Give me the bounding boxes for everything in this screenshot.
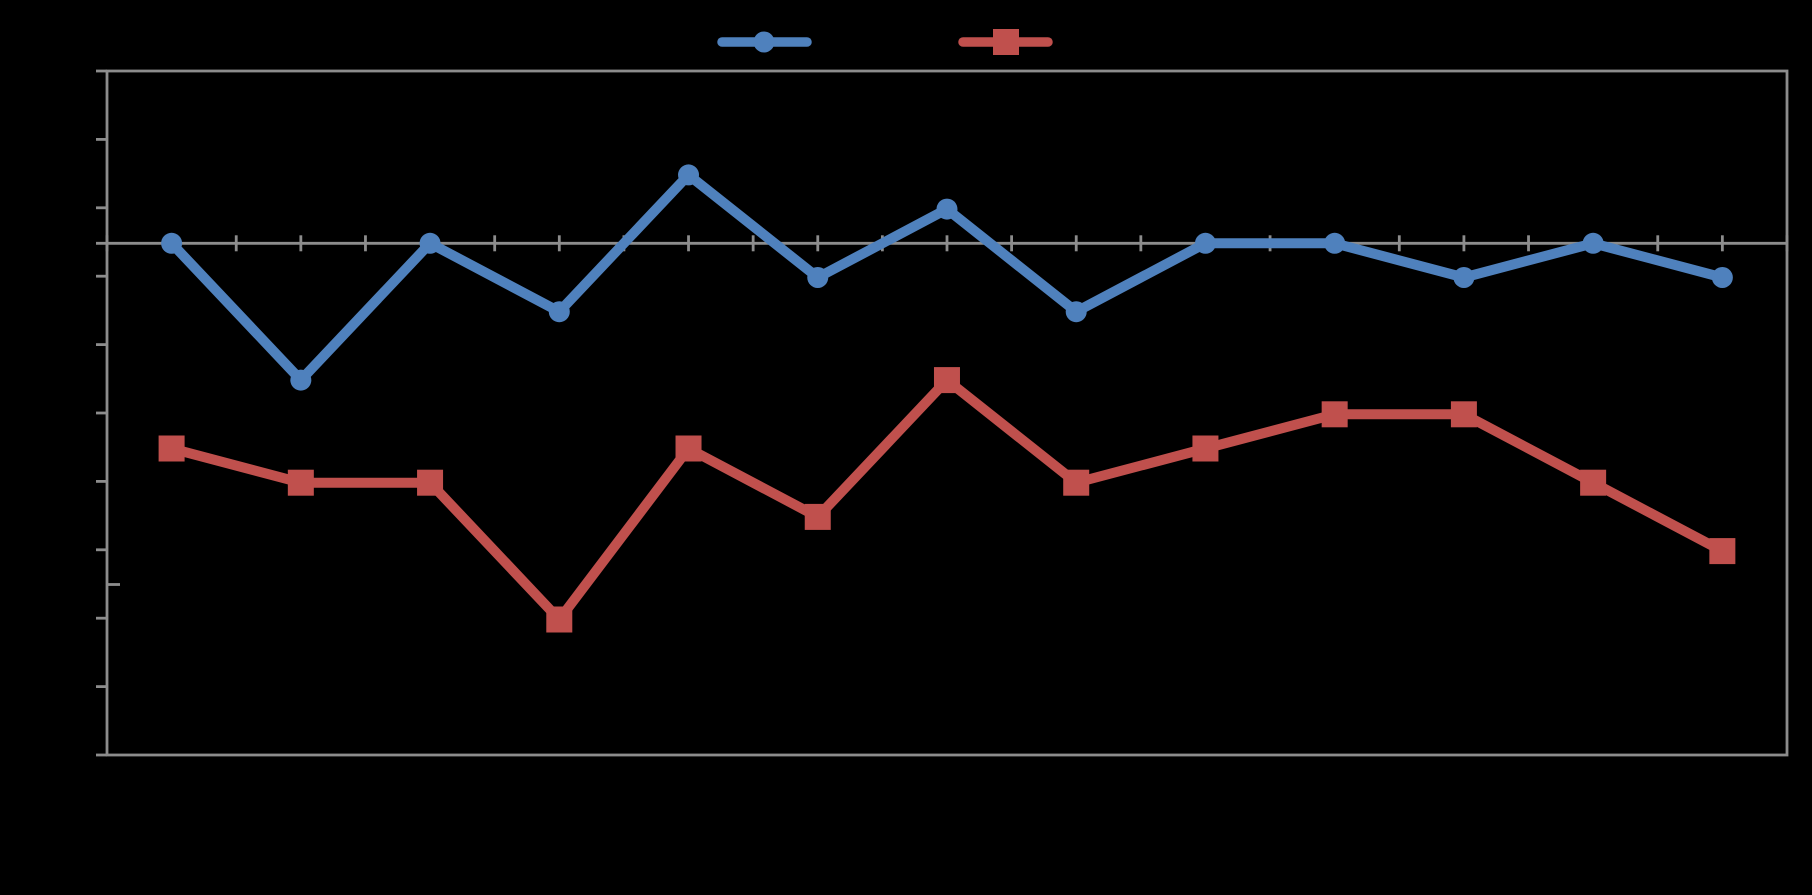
series-1-marker-circle	[678, 164, 700, 186]
legend-series-2-square-icon	[993, 29, 1019, 55]
series-1-marker-circle	[1194, 232, 1216, 254]
series-2-marker-square	[1709, 538, 1736, 565]
series-1-marker-circle	[1453, 267, 1475, 288]
series-2-marker-square	[287, 469, 314, 496]
series-1-marker-circle	[419, 232, 441, 254]
series-1-marker-circle	[548, 301, 570, 323]
series-2-marker-square	[804, 503, 831, 530]
series-1-marker-circle	[161, 232, 183, 254]
series-1-marker-circle	[1065, 301, 1087, 323]
series-2-marker-square	[158, 435, 185, 462]
series-2-line	[166, 375, 1728, 625]
series-2-marker-square	[1192, 435, 1219, 462]
series-2-marker-square	[1321, 401, 1348, 428]
series-2-marker-square	[546, 606, 573, 633]
series-2-marker-square	[417, 469, 444, 496]
series-1-marker-circle	[936, 198, 958, 220]
series-1-marker-circle	[290, 369, 312, 391]
legend-series-1-circle-icon	[753, 31, 775, 53]
series-1-marker-circle	[1324, 232, 1346, 254]
series-2-marker-square	[1580, 469, 1607, 496]
series-2-marker-square	[1450, 401, 1477, 428]
plot-border	[105, 69, 1789, 757]
series-1-marker-circle	[1711, 267, 1733, 288]
series-2-marker-square	[1063, 469, 1090, 496]
series-1-marker-circle	[1582, 232, 1604, 254]
series-2-marker-square	[933, 367, 960, 394]
series-1-marker-circle	[807, 267, 829, 288]
series-2-marker-square	[675, 435, 702, 462]
